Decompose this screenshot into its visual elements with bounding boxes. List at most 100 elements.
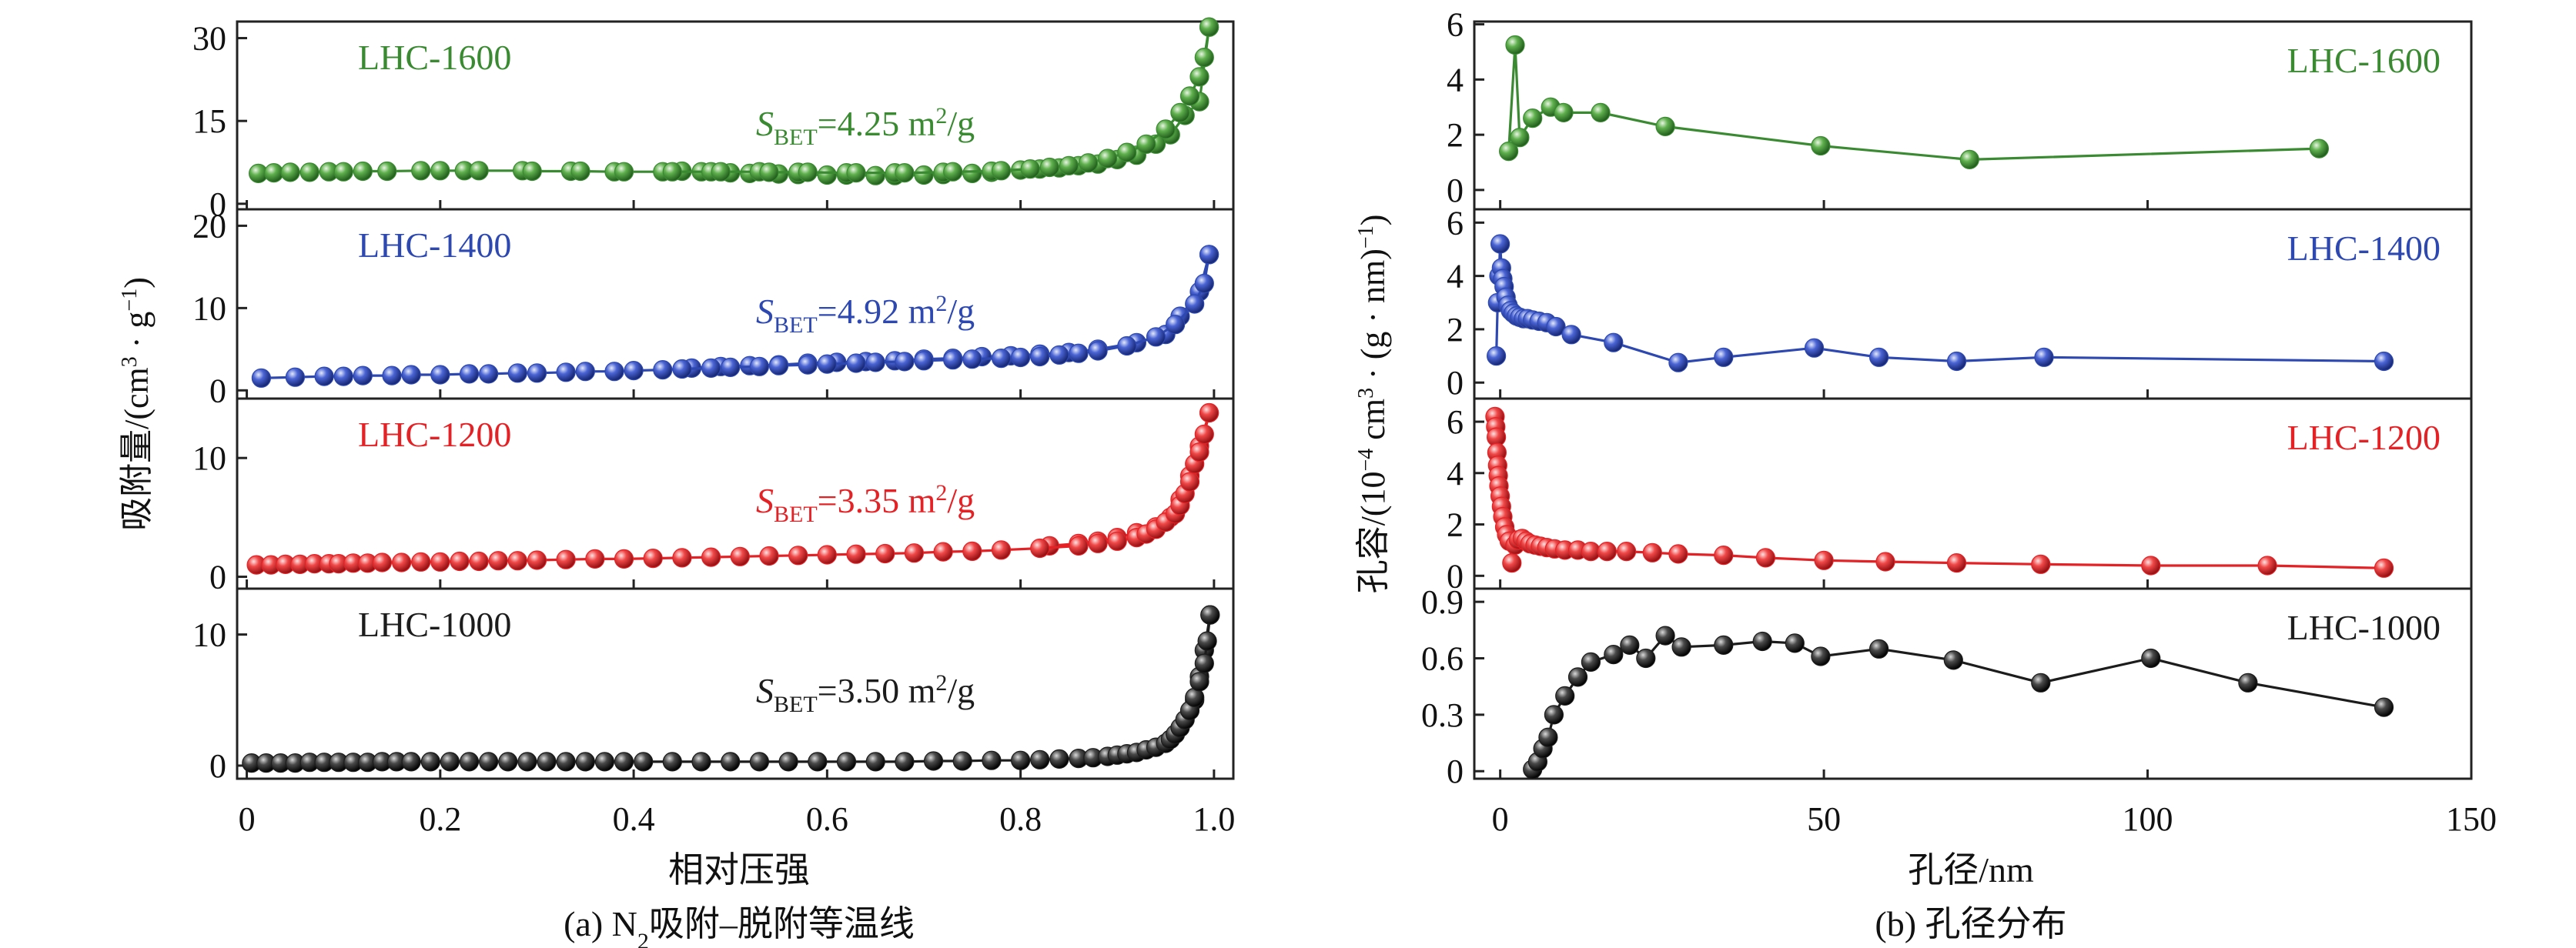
adsorption-lhc-1000-point	[1200, 605, 1220, 625]
adsorption-lhc-1200-point	[507, 551, 527, 571]
adsorption-lhc-1000-point	[459, 752, 480, 772]
adsorption-lhc-1600-point	[469, 161, 489, 181]
pore-volume-lhc-1600-line	[1507, 45, 2320, 162]
adsorption-lhc-1400-point	[865, 352, 885, 372]
adsorption-lhc-1400-point	[1165, 315, 1186, 335]
series-label-lhc-1200: LHC-1200	[2287, 418, 2441, 457]
panel-a-x-axis-label: 相对压强	[668, 850, 810, 890]
x-tick-label: 0.6	[806, 800, 848, 838]
pore-volume-lhc-1400-point	[1490, 234, 1510, 254]
pore-volume-lhc-1000-point	[1869, 639, 1889, 659]
adsorption-lhc-1000-point	[1194, 653, 1214, 673]
adsorption-lhc-1000-point	[594, 752, 615, 772]
adsorption-lhc-1600-point	[1136, 134, 1156, 154]
adsorption-lhc-1000-point	[440, 752, 460, 772]
panel-b-y-axis-label: 孔容/(10−4 cm3 · (g · nm)−1)	[1354, 215, 1393, 594]
adsorption-lhc-1600-point	[1179, 86, 1200, 106]
adsorption-lhc-1000-point	[1030, 749, 1050, 769]
adsorption-lhc-1200-point	[1030, 538, 1050, 559]
panel-b-subplot-lhc-1000: 0 0.3 0.6 0.9 LHC-1000	[1421, 583, 2473, 790]
pore-volume-lhc-1000-point	[1943, 650, 1963, 670]
pore-volume-lhc-1400-point	[1604, 332, 1624, 352]
adsorption-lhc-1400-point	[382, 366, 402, 386]
pore-volume-lhc-1200-point	[1714, 545, 1734, 566]
pore-volume-lhc-1400-point	[1804, 338, 1825, 358]
adsorption-lhc-1600-point	[430, 161, 450, 181]
adsorption-lhc-1400-point	[991, 349, 1012, 369]
adsorption-lhc-1000-point	[1010, 750, 1031, 770]
y-tick-label: 0	[209, 372, 226, 409]
adsorption-lhc-1000-point	[778, 752, 798, 772]
y-tick-label: 30	[192, 20, 226, 58]
pore-volume-lhc-1000-point	[1620, 635, 1640, 656]
adsorption-lhc-1200-point	[450, 551, 470, 572]
adsorption-lhc-1200-point	[672, 548, 692, 568]
pore-volume-lhc-1200-point	[1814, 550, 1834, 570]
pore-volume-lhc-1200-point	[1875, 552, 1895, 572]
adsorption-lhc-1200-point	[411, 552, 431, 572]
sbet-annotation-lhc-1400: SBET=4.92 m2/g	[756, 291, 975, 338]
adsorption-lhc-1400-point	[285, 367, 305, 387]
adsorption-lhc-1000-point	[836, 752, 857, 772]
series-label-lhc-1400: LHC-1400	[2287, 229, 2441, 268]
pore-volume-lhc-1400-point	[1546, 316, 1566, 337]
panel-b-subplot-lhc-1400: 0 2 4 6 LHC-1400	[1447, 204, 2473, 402]
adsorption-lhc-1000-point	[865, 752, 885, 772]
pore-volume-lhc-1600-point	[1523, 108, 1543, 129]
adsorption-lhc-1000-point	[478, 752, 499, 772]
adsorption-lhc-1400-point	[556, 362, 576, 382]
pore-volume-lhc-1600-point	[1505, 35, 1525, 55]
adsorption-lhc-1200-point	[391, 552, 412, 572]
pore-volume-lhc-1000-point	[1785, 633, 1805, 653]
pore-volume-lhc-1200-point	[1642, 542, 1662, 562]
series-label-lhc-1200: LHC-1200	[358, 415, 511, 454]
pore-volume-lhc-1200-point	[1581, 541, 1601, 562]
y-tick-label: 6	[1447, 204, 1464, 242]
x-tick-label: 0	[239, 800, 256, 838]
adsorption-lhc-1000-point	[662, 752, 682, 772]
adsorption-lhc-1400-point	[1194, 273, 1214, 293]
adsorption-lhc-1600-point	[614, 162, 634, 182]
adsorption-lhc-1000-point	[895, 752, 915, 772]
y-tick-label: 4	[1447, 61, 1464, 98]
adsorption-lhc-1400-point	[798, 355, 818, 375]
x-tick-label: 0.8	[999, 800, 1042, 838]
adsorption-lhc-1000-point	[749, 752, 770, 772]
pore-volume-lhc-1600-point	[1959, 149, 1979, 169]
y-tick-label: 2	[1447, 116, 1464, 154]
adsorption-lhc-1400-point	[401, 365, 421, 385]
y-tick-label: 4	[1447, 258, 1464, 295]
adsorption-lhc-1200-point	[788, 546, 808, 566]
adsorption-lhc-1200-point	[759, 546, 779, 566]
pore-volume-lhc-1600-point	[1510, 128, 1530, 148]
pore-volume-lhc-1000-point	[2141, 648, 2161, 669]
adsorption-lhc-1000-point	[575, 752, 595, 772]
sbet-annotation-lhc-1600: SBET=4.25 m2/g	[756, 103, 975, 150]
adsorption-lhc-1400-point	[1030, 346, 1050, 367]
adsorption-lhc-1400-point	[672, 359, 692, 379]
pore-volume-lhc-1000-point	[1604, 644, 1624, 665]
pore-volume-lhc-1000-point	[1544, 705, 1564, 725]
adsorption-lhc-1400-point	[1146, 327, 1166, 347]
sbet-annotation-lhc-1000: SBET=3.50 m2/g	[756, 670, 975, 717]
y-tick-label: 10	[192, 439, 226, 477]
panel-b-pore-size-distribution: 0 2 4 6 LHC-1600 0 2 4 6 LHC-1400 0 2 4 6 LHC-1200 0 0.3…	[1421, 6, 2497, 838]
adsorption-lhc-1400-point	[1185, 294, 1205, 314]
adsorption-lhc-1200-point	[1194, 424, 1214, 444]
adsorption-lhc-1600-point	[522, 161, 542, 182]
adsorption-lhc-1600-point	[377, 161, 397, 182]
adsorption-lhc-1200-point	[991, 540, 1012, 560]
panel-a-y-axis-label: 吸附量/(cm3 · g−1)	[118, 277, 156, 531]
pore-volume-lhc-1000-point	[1555, 686, 1575, 706]
adsorption-lhc-1600-point	[895, 163, 915, 183]
pore-volume-lhc-1000-point	[2238, 673, 2258, 693]
adsorption-lhc-1000-point	[1049, 749, 1069, 769]
desorption-lhc-1600-point	[865, 165, 885, 185]
x-tick-label: 0.4	[613, 800, 655, 838]
adsorption-lhc-1600-point	[662, 162, 682, 182]
adsorption-lhc-1200-point	[817, 545, 837, 565]
adsorption-lhc-1400-point	[430, 365, 450, 385]
adsorption-lhc-1600-point	[1170, 102, 1190, 122]
panel-b-caption: (b) 孔径分布	[1875, 904, 2066, 943]
